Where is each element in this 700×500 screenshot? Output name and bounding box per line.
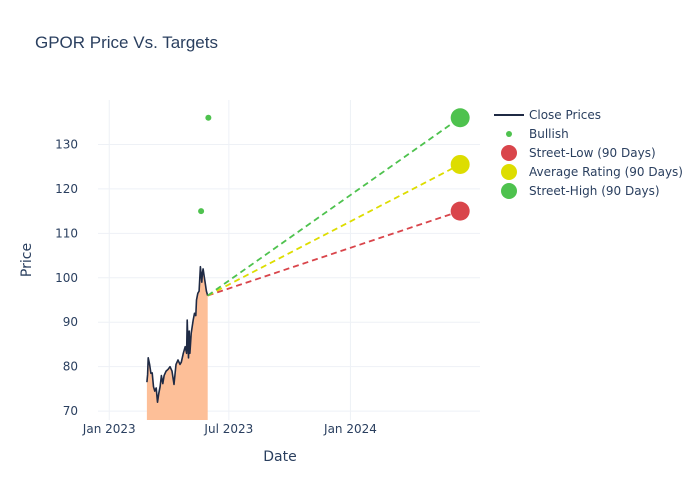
line-layer	[146, 265, 209, 403]
legend-average-rating-swatch	[501, 164, 517, 180]
legend-bullish-label: Bullish	[529, 127, 569, 141]
y-axis-title: Price	[19, 243, 35, 277]
x-tick-label: Jan 2024	[323, 422, 377, 436]
street-high-target-line	[207, 117, 461, 297]
x-axis-title: Date	[263, 449, 296, 465]
y-tick-label: 70	[63, 404, 78, 418]
average-rating-target-line	[207, 163, 461, 297]
street-low-target-line	[207, 210, 461, 297]
y-tick-label: 130	[55, 137, 78, 151]
y-tick-label: 90	[63, 315, 78, 329]
y-tick-label: 80	[63, 360, 78, 374]
bullish-point	[205, 114, 212, 121]
y-tick-label: 110	[55, 226, 78, 240]
close-price-line	[146, 265, 209, 403]
bullish-point	[198, 208, 205, 215]
legend-street-high-label: Street-High (90 Days)	[529, 184, 660, 198]
legend: Close Prices Bullish Street-Low (90 Days) A…	[494, 108, 683, 199]
target-lines-layer	[207, 117, 461, 297]
legend-street-high-swatch	[501, 183, 517, 199]
y-tick-label: 100	[55, 271, 78, 285]
street-low-target-marker	[450, 201, 470, 221]
legend-street-low-label: Street-Low (90 Days)	[529, 146, 656, 160]
legend-close-prices-label: Close Prices	[529, 108, 601, 122]
average-rating-target-marker	[450, 154, 470, 174]
legend-street-low-swatch	[501, 145, 517, 161]
axis-layer: 70 80 90 100 110 120 130 Jan 2023 Jul 2023 Jan 20…	[55, 137, 377, 436]
marker-layer	[198, 108, 470, 221]
legend-bullish-swatch	[506, 131, 512, 137]
x-tick-label: Jul 2023	[203, 422, 253, 436]
legend-average-rating-label: Average Rating (90 Days)	[529, 165, 683, 179]
chart-title: GPOR Price Vs. Targets	[35, 33, 218, 52]
grid-layer	[98, 100, 480, 420]
street-high-target-marker	[450, 108, 470, 128]
x-tick-label: Jan 2023	[82, 422, 136, 436]
y-tick-label: 120	[55, 182, 78, 196]
